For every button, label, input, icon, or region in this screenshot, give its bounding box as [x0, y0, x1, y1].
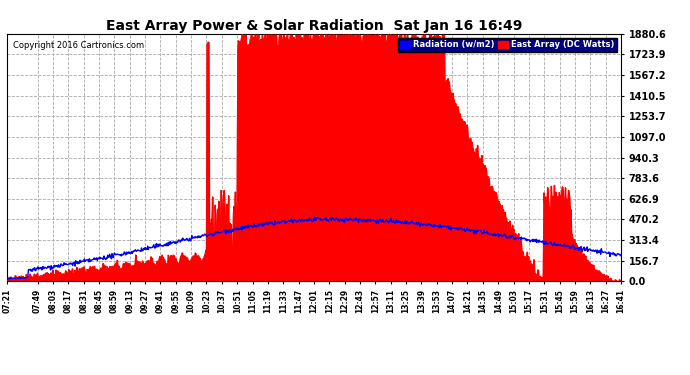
Legend: Radiation (w/m2), East Array (DC Watts): Radiation (w/m2), East Array (DC Watts) [398, 38, 617, 52]
Text: Copyright 2016 Cartronics.com: Copyright 2016 Cartronics.com [13, 41, 144, 50]
Title: East Array Power & Solar Radiation  Sat Jan 16 16:49: East Array Power & Solar Radiation Sat J… [106, 19, 522, 33]
